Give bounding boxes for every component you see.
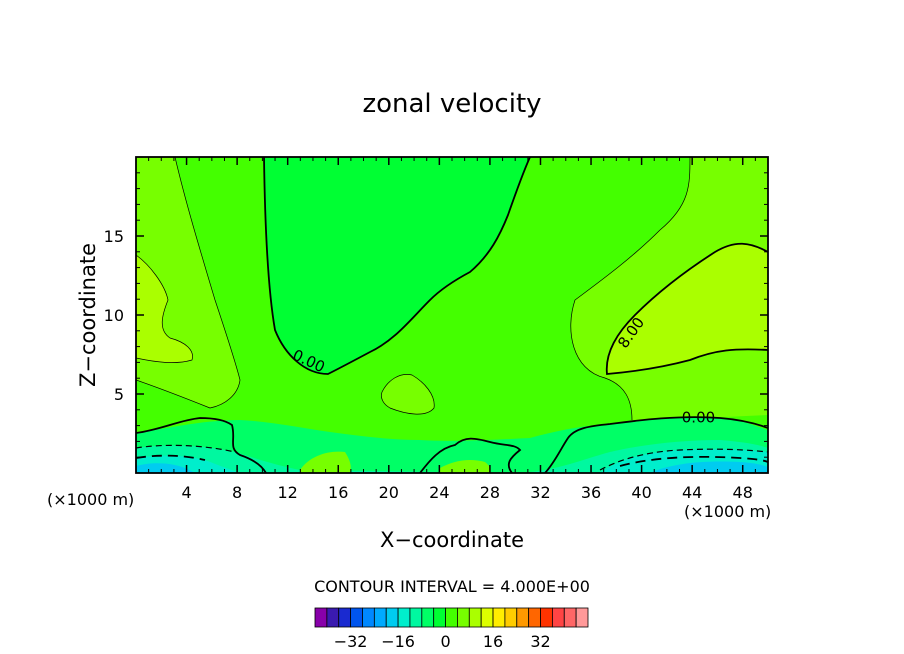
colorbar-cell [457,607,470,628]
contour-fills [136,157,768,473]
colorbar-cell [504,607,518,628]
field-patch-left [136,255,193,363]
colorbar-cell [445,607,458,628]
x-unit-right: (×1000 m) [684,502,771,521]
colorbar-cell [362,607,375,628]
contour-thin-left [136,157,241,409]
field-bottom-5 [136,463,195,473]
field-patch-right [606,243,768,374]
x-axis-ticks: 4 8 12 16 20 24 28 32 36 40 44 48 [148,157,756,502]
x-tick-label: 32 [530,483,550,502]
y-axis-label: Z−coordinate [76,243,100,387]
y-tick-label: 10 [104,306,124,325]
contour-zero-bottom-right [544,416,768,473]
colorbar-tick-label: 0 [440,632,450,651]
y-tick-label: 5 [114,385,124,404]
x-tick-label: 4 [181,483,191,502]
colorbar-cell [314,607,328,628]
colorbar-cell [338,607,352,628]
contour-dash-left [136,444,236,453]
x-unit-left: (×1000 m) [47,490,134,509]
contour-thin-bubble [381,374,435,415]
contour-label: 0.00 [682,408,715,426]
y-axis-ticks: 5 10 15 [104,172,768,458]
chart-title: zonal velocity [362,89,541,119]
x-tick-label: 44 [682,483,702,502]
x-tick-label: 24 [429,483,449,502]
colorbar-cell [421,607,435,628]
colorbar-cell [409,607,423,628]
contour-thin-left-patch [136,254,193,363]
colorbar-cell [397,607,411,628]
colorbar-labels: −32 −16 0 16 32 [334,632,551,651]
y-tick-label: 15 [104,227,124,246]
x-tick-label: 16 [328,483,348,502]
x-tick-label: 20 [379,483,399,502]
contour-dash-right-2 [619,455,768,467]
colorbar-tick-label: 16 [483,632,503,651]
colorbar-cell [528,607,541,628]
x-axis-label: X−coordinate [380,528,524,552]
x-tick-label: 48 [733,483,753,502]
contour-zero-bottom-mid [419,437,522,473]
colorbar-tick-label: −16 [381,632,415,651]
colorbar-cell [516,607,530,628]
colorbar-tick-label: 32 [530,632,550,651]
field-core [264,157,530,374]
colorbar-cell [551,607,565,628]
contour-dash-left-2 [136,454,206,461]
contour-interval-text: CONTOUR INTERVAL = 4.000E+00 [314,577,590,596]
contour-dash-right [599,448,768,471]
colorbar-cell [575,607,589,628]
x-tick-label: 12 [278,483,298,502]
colorbar-cell [468,607,482,628]
field-bubble [381,374,435,415]
contour-eight-right [605,242,768,375]
colorbar-cell [480,607,494,628]
colorbar-cell [433,607,446,628]
colorbar-cell [563,607,577,628]
colorbar [314,607,589,628]
colorbar-cell [350,607,363,628]
colorbar-cell [326,607,340,628]
contour-lines [136,157,768,473]
contour-thin-right [570,157,691,421]
contour-zero-core [263,157,531,375]
colorbar-tick-label: −32 [334,632,368,651]
x-tick-label: 8 [232,483,242,502]
field-bottom-patch-b [440,460,491,473]
colorbar-cell [540,607,553,628]
colorbar-cell [373,607,387,628]
colorbar-cell [492,607,506,628]
colorbar-cell [385,607,399,628]
x-tick-label: 28 [480,483,500,502]
x-tick-label: 40 [631,483,651,502]
x-tick-label: 36 [581,483,601,502]
contour-zero-bottom [136,417,267,473]
